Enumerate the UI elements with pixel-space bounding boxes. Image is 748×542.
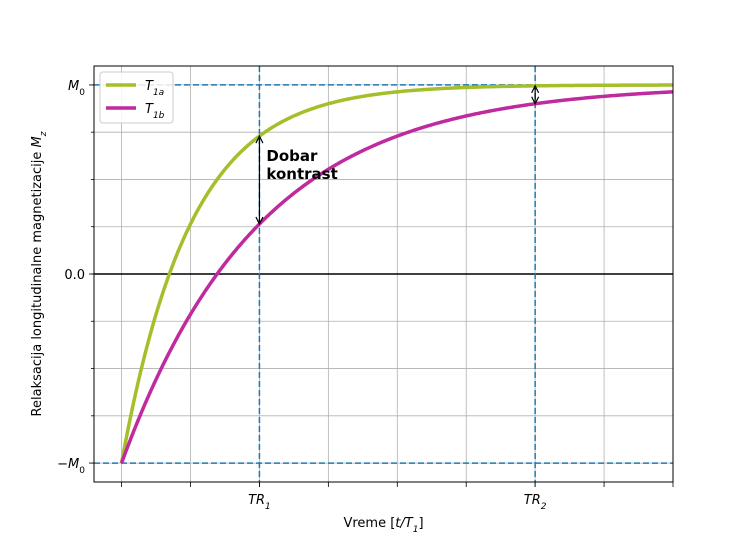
contrast-arrow-tr1-head-bottom bbox=[255, 216, 264, 226]
contrast-arrow-tr2-head-bottom bbox=[531, 96, 540, 106]
reference-lines bbox=[94, 66, 673, 482]
legend-label-t1b: T1b bbox=[145, 102, 165, 121]
y-tick-label: 0.0 bbox=[64, 268, 85, 283]
axis-ticks: TR1 TR2 −M0 0.0 M0 bbox=[57, 79, 674, 512]
y-axis-label: Relaksacija longitudinalne magnetizacije… bbox=[30, 131, 49, 416]
legend-label-t1a: T1a bbox=[145, 79, 164, 98]
series-line-t1b bbox=[119, 90, 674, 464]
contrast-arrow-tr1-head-top bbox=[255, 134, 264, 144]
y-tick-label: −M0 bbox=[57, 457, 85, 476]
x-tick-label: TR1 bbox=[248, 493, 271, 512]
annotations bbox=[255, 84, 540, 226]
x-tick-label: TR2 bbox=[524, 493, 547, 512]
series-lines bbox=[119, 83, 674, 464]
legend: T1a T1b bbox=[99, 71, 174, 124]
contrast-arrow-tr2-head-top bbox=[531, 84, 540, 94]
x-axis-label: Vreme [t/T1] bbox=[343, 516, 423, 535]
series-line-t1a bbox=[119, 83, 673, 464]
contrast-annotation: Dobar kontrast bbox=[266, 147, 337, 183]
y-tick-label: M0 bbox=[68, 79, 85, 98]
